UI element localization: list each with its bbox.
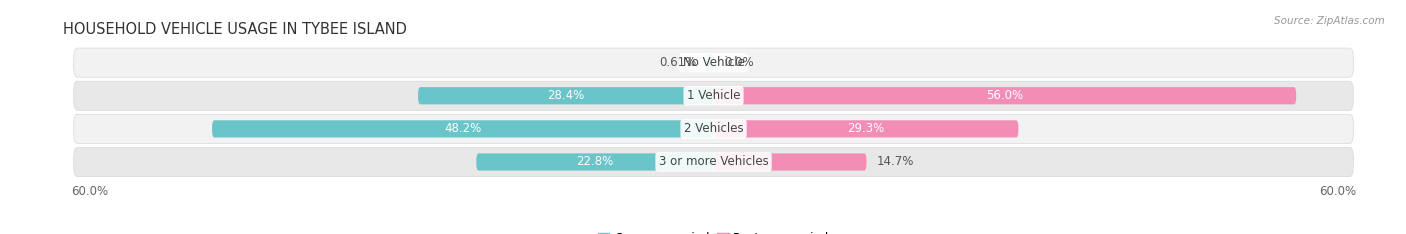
FancyBboxPatch shape [212, 120, 713, 138]
Legend: Owner-occupied, Renter-occupied: Owner-occupied, Renter-occupied [593, 227, 834, 234]
FancyBboxPatch shape [707, 54, 713, 71]
Text: 22.8%: 22.8% [576, 155, 613, 168]
Text: No Vehicle: No Vehicle [682, 56, 745, 69]
Text: 14.7%: 14.7% [877, 155, 914, 168]
Text: 1 Vehicle: 1 Vehicle [686, 89, 741, 102]
FancyBboxPatch shape [73, 81, 1354, 110]
Text: 28.4%: 28.4% [547, 89, 585, 102]
Text: 0.0%: 0.0% [724, 56, 754, 69]
FancyBboxPatch shape [418, 87, 713, 104]
Text: 3 or more Vehicles: 3 or more Vehicles [658, 155, 769, 168]
FancyBboxPatch shape [713, 120, 1018, 138]
FancyBboxPatch shape [73, 48, 1354, 77]
Text: 56.0%: 56.0% [986, 89, 1024, 102]
FancyBboxPatch shape [713, 87, 1296, 104]
Text: 2 Vehicles: 2 Vehicles [683, 122, 744, 135]
Text: 48.2%: 48.2% [444, 122, 481, 135]
FancyBboxPatch shape [73, 147, 1354, 177]
Text: 29.3%: 29.3% [848, 122, 884, 135]
Text: Source: ZipAtlas.com: Source: ZipAtlas.com [1274, 16, 1385, 26]
FancyBboxPatch shape [477, 153, 713, 171]
Text: HOUSEHOLD VEHICLE USAGE IN TYBEE ISLAND: HOUSEHOLD VEHICLE USAGE IN TYBEE ISLAND [63, 22, 408, 37]
FancyBboxPatch shape [713, 153, 866, 171]
FancyBboxPatch shape [73, 114, 1354, 143]
Text: 0.61%: 0.61% [659, 56, 697, 69]
